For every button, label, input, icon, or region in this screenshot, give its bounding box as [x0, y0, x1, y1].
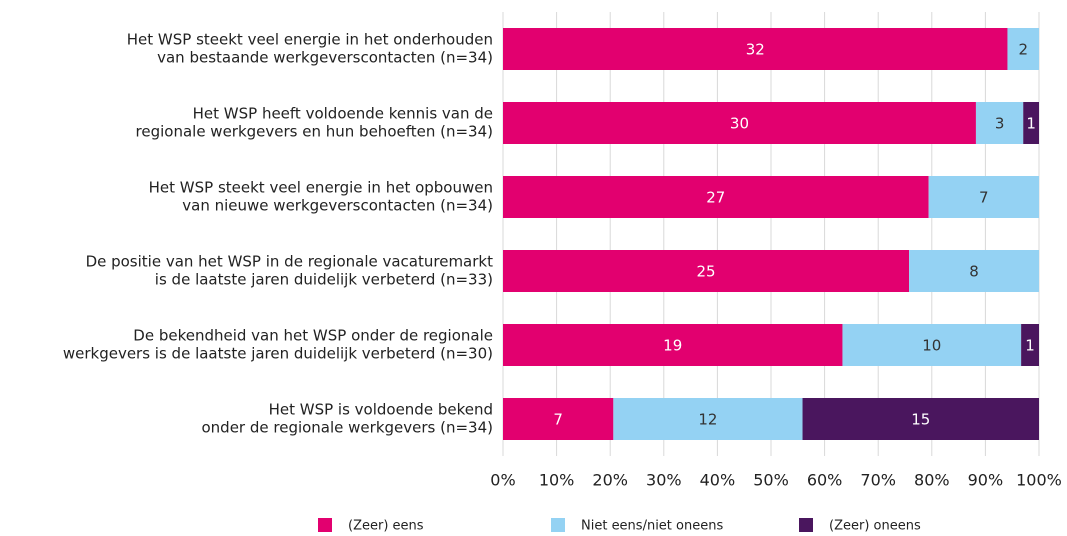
data-label: 8 [969, 263, 979, 281]
bar-segment [503, 102, 976, 144]
data-label: 30 [730, 115, 749, 133]
data-label: 12 [698, 411, 717, 429]
category-label: van nieuwe werkgeverscontacten (n=34) [182, 197, 493, 215]
data-label: 32 [746, 41, 765, 59]
x-tick-label: 60% [807, 471, 843, 490]
category-label: De bekendheid van het WSP onder de regio… [133, 327, 493, 345]
category-label: werkgevers is de laatste jaren duidelijk… [63, 345, 493, 363]
bar-segment [1023, 102, 1039, 144]
category-label: van bestaande werkgeverscontacten (n=34) [157, 49, 493, 67]
x-tick-label: 20% [592, 471, 628, 490]
category-label: is de laatste jaren duidelijk verbeterd … [155, 271, 493, 289]
data-label: 7 [979, 189, 989, 207]
category-label: regionale werkgevers en hun behoeften (n… [136, 123, 493, 141]
data-label: 10 [922, 337, 941, 355]
legend-label: (Zeer) eens [348, 519, 424, 534]
data-label: 1 [1025, 337, 1035, 355]
data-label: 25 [696, 263, 715, 281]
x-tick-label: 0% [490, 471, 515, 490]
bar-segment [842, 324, 1022, 366]
data-label: 2 [1018, 41, 1028, 59]
data-label: 7 [553, 411, 563, 429]
bar-segment [909, 250, 1039, 292]
data-label: 3 [995, 115, 1005, 133]
data-label: 27 [706, 189, 725, 207]
category-label: Het WSP steekt veel energie in het onder… [127, 31, 493, 49]
x-tick-label: 70% [860, 471, 896, 490]
x-tick-label: 80% [914, 471, 950, 490]
legend-label: Niet eens/niet oneens [581, 519, 723, 534]
bar-segment [928, 176, 1039, 218]
bar-segment [1021, 324, 1039, 366]
legend-swatch [318, 518, 332, 532]
category-label: Het WSP steekt veel energie in het opbou… [149, 179, 493, 197]
x-tick-label: 50% [753, 471, 789, 490]
x-tick-label: 100% [1016, 471, 1062, 490]
bar-segment [1007, 28, 1039, 70]
bar-segment [503, 324, 843, 366]
legend-swatch [799, 518, 813, 532]
legend-label: (Zeer) oneens [829, 519, 921, 534]
bar-segment [975, 102, 1024, 144]
data-label: 1 [1026, 115, 1036, 133]
category-label: onder de regionale werkgevers (n=34) [201, 419, 493, 437]
category-label: Het WSP is voldoende bekend [269, 401, 493, 419]
data-label: 15 [911, 411, 930, 429]
x-tick-label: 90% [968, 471, 1004, 490]
category-label: De positie van het WSP in de regionale v… [86, 253, 494, 271]
bar-segment [503, 398, 614, 440]
x-tick-label: 40% [700, 471, 736, 490]
legend-swatch [551, 518, 565, 532]
bar-segment [503, 176, 929, 218]
bar-segment [503, 250, 910, 292]
data-label: 19 [663, 337, 682, 355]
category-label: Het WSP heeft voldoende kennis van de [193, 105, 493, 123]
x-tick-label: 10% [539, 471, 575, 490]
bar-segment [802, 398, 1039, 440]
x-tick-label: 30% [646, 471, 682, 490]
bar-segment [503, 28, 1008, 70]
bar-segment [613, 398, 803, 440]
